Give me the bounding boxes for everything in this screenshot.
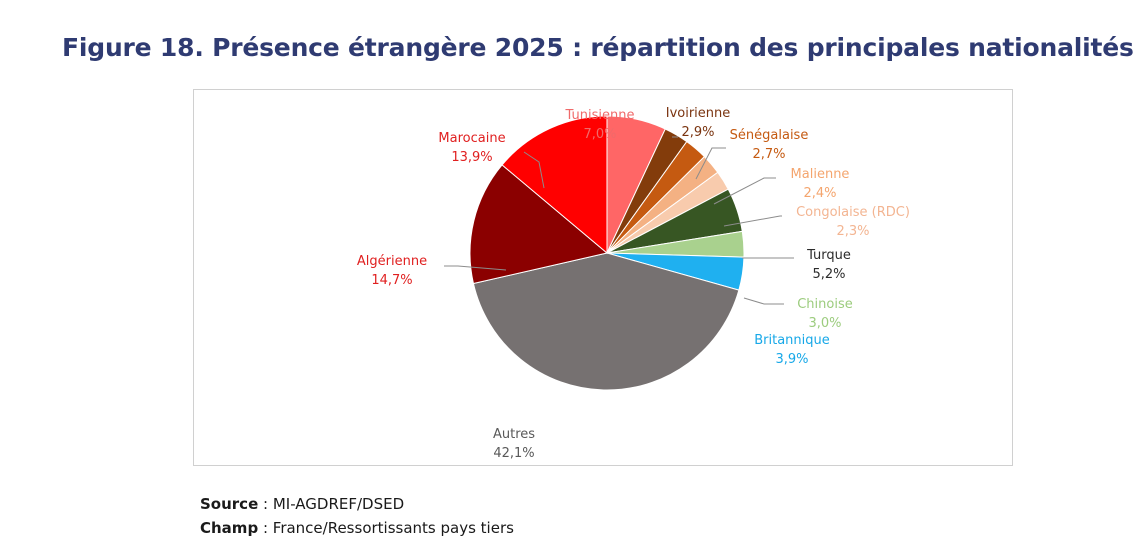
slice-label-3: Malienne [791, 167, 850, 182]
slice-value-1: 2,9% [681, 125, 714, 140]
chart-frame: Tunisienne 7,0% Ivoirienne 2,9% Sénégalaise 2… [193, 89, 1013, 466]
slice-label-5: Turque [806, 248, 851, 263]
slice-label-2: Sénégalaise [730, 128, 809, 143]
pie-slice-9 [469, 164, 609, 285]
slice-label-0: Tunisienne [565, 108, 635, 123]
slice-value-2: 2,7% [752, 147, 785, 162]
champ-line: Champ : France/Ressortissants pays tiers [200, 516, 514, 540]
slice-label-8: Autres [493, 427, 535, 442]
slice-value-10: 13,9% [451, 150, 492, 165]
leader-line-6 [743, 297, 784, 305]
notes: Source : MI-AGDREF/DSED Champ : France/R… [200, 492, 514, 540]
figure-title: Figure 18. Présence étrangère 2025 : rép… [62, 33, 1134, 62]
pie-slice-8 [472, 252, 740, 391]
slice-label-4: Congolaise (RDC) [796, 205, 910, 220]
slice-label-6: Chinoise [797, 297, 853, 312]
slice-value-4: 2,3% [836, 224, 869, 239]
source-line: Source : MI-AGDREF/DSED [200, 492, 514, 516]
pie-slice-10 [501, 115, 608, 255]
champ-label: Champ [200, 519, 259, 537]
slice-value-9: 14,7% [371, 273, 412, 288]
slice-value-0: 7,0% [583, 127, 616, 142]
slice-value-5: 5,2% [812, 267, 845, 282]
slice-value-7: 3,9% [775, 352, 808, 367]
slice-label-10: Marocaine [438, 131, 505, 146]
slice-value-6: 3,0% [808, 316, 841, 331]
source-label: Source [200, 495, 259, 513]
slice-value-8: 42,1% [493, 446, 534, 461]
leader-line-2 [695, 147, 726, 180]
pie-chart: Tunisienne 7,0% Ivoirienne 2,9% Sénégalaise 2… [357, 106, 910, 461]
leader-line-3 [713, 177, 776, 205]
slice-value-3: 2,4% [803, 186, 836, 201]
leader-line-10 [523, 151, 545, 189]
slice-label-7: Britannique [754, 333, 830, 348]
champ-text: : France/Ressortissants pays tiers [258, 519, 514, 537]
source-text: : MI-AGDREF/DSED [258, 495, 405, 513]
leader-line-9 [444, 265, 507, 271]
slice-label-9: Algérienne [357, 254, 427, 269]
slice-label-1: Ivoirienne [666, 106, 731, 121]
leader-line-4 [723, 215, 782, 227]
